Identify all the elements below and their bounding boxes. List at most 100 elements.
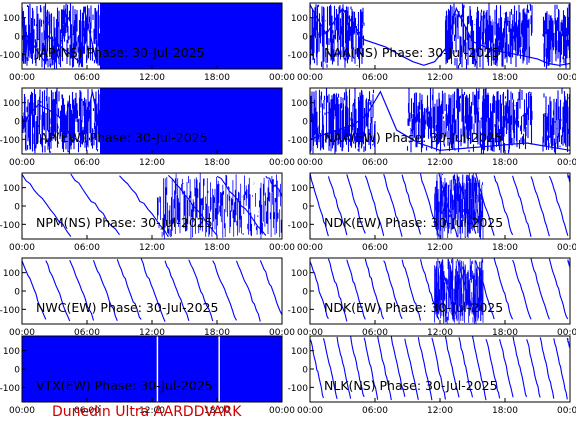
x-tick-label: 06:00 [362, 328, 388, 338]
x-tick-label: 12:00 [139, 73, 165, 83]
x-tick-label: 00:00 [297, 328, 323, 338]
y-tick-label: 0 [302, 203, 308, 213]
x-tick-label: 00:00 [557, 328, 576, 338]
x-tick-label: 06:00 [74, 328, 100, 338]
phase-curve [310, 90, 570, 151]
phase-curve [310, 4, 570, 66]
y-tick-label: 0 [14, 33, 20, 43]
x-tick-label: 00:00 [557, 158, 576, 168]
x-tick-label: 18:00 [204, 406, 230, 416]
y-tick-label: -100 [0, 51, 20, 61]
x-tick-label: 06:00 [74, 406, 100, 416]
chart-panel: 100 0 -100 00:00 06:00 12:00 18:00 00:00 NAA(NS)… [288, 2, 576, 83]
y-tick-label: 0 [14, 366, 20, 376]
y-tick-label: -100 [0, 136, 20, 146]
y-tick-label: 100 [3, 269, 20, 279]
x-tick-label: 00:00 [9, 158, 35, 168]
panel-title: NDK(EW) Phase: 30-Jul-2025 [324, 300, 503, 315]
trace-group [22, 258, 282, 322]
y-tick-label: 0 [14, 288, 20, 298]
chart-panel: 100 0 -100 00:00 06:00 12:00 18:00 00:00 NDK(EW)… [288, 257, 576, 338]
y-tick-label: -100 [0, 306, 20, 316]
x-tick-label: 12:00 [427, 158, 453, 168]
x-tick-label: 00:00 [9, 406, 35, 416]
y-tick-label: -100 [0, 221, 20, 231]
phase-trace [310, 336, 570, 401]
x-tick-label: 12:00 [139, 328, 165, 338]
y-tick-label: -100 [288, 136, 309, 146]
panel-title: NLK(NS) Phase: 30-Jul-2025 [324, 378, 498, 393]
y-tick-label: 0 [302, 288, 308, 298]
phase-trace [22, 258, 282, 322]
x-tick-label: 06:00 [362, 243, 388, 253]
chart-panel: 100 0 -100 00:00 06:00 12:00 18:00 00:00 NPM(NS)… [0, 172, 295, 253]
x-tick-label: 06:00 [362, 73, 388, 83]
x-tick-label: 00:00 [557, 406, 576, 416]
panel-title: JAP(EW) Phase: 30-Jul-2025 [35, 130, 208, 145]
x-tick-label: 06:00 [74, 73, 100, 83]
trace-group [22, 88, 282, 154]
chart-panel: 100 0 -100 00:00 06:00 12:00 18:00 00:00 VTX(EW)… [0, 335, 295, 416]
x-tick-label: 00:00 [557, 73, 576, 83]
x-tick-label: 18:00 [492, 406, 518, 416]
x-tick-label: 12:00 [139, 158, 165, 168]
chart-panel: 100 0 -100 00:00 06:00 12:00 18:00 00:00 NDK(EW)… [288, 172, 576, 253]
x-tick-label: 00:00 [269, 243, 295, 253]
x-tick-label: 18:00 [492, 73, 518, 83]
x-tick-label: 00:00 [297, 243, 323, 253]
panel-title: NAA(EW) Phase: 30-Jul-2025 [324, 130, 503, 145]
x-tick-label: 12:00 [427, 73, 453, 83]
x-tick-label: 12:00 [427, 328, 453, 338]
y-tick-label: 100 [3, 14, 20, 24]
trace-group [22, 173, 282, 239]
y-tick-label: 100 [291, 269, 308, 279]
x-tick-label: 00:00 [297, 406, 323, 416]
y-tick-label: 0 [302, 118, 308, 128]
x-tick-label: 18:00 [492, 328, 518, 338]
x-tick-label: 00:00 [9, 73, 35, 83]
phase-noise [434, 258, 484, 324]
y-tick-label: -100 [288, 221, 309, 231]
x-tick-label: 00:00 [269, 406, 295, 416]
x-tick-label: 00:00 [9, 328, 35, 338]
panel-title: JAP(NS) Phase: 30-Jul-2025 [35, 45, 205, 60]
y-tick-label: -100 [288, 306, 309, 316]
trace-group [310, 3, 570, 69]
x-tick-label: 00:00 [269, 158, 295, 168]
x-tick-label: 12:00 [427, 406, 453, 416]
phase-noise [157, 173, 282, 239]
trace-group [310, 336, 570, 401]
chart-panel: 100 0 -100 00:00 06:00 12:00 18:00 00:00 NLK(NS)… [288, 335, 576, 416]
trace-group [22, 336, 282, 402]
panel-title: NDK(EW) Phase: 30-Jul-2025 [324, 215, 503, 230]
y-tick-label: 100 [291, 14, 308, 24]
x-tick-label: 00:00 [297, 73, 323, 83]
panel-title: VTX(EW) Phase: 30-Jul-2025 [36, 378, 213, 393]
y-tick-label: -100 [0, 384, 20, 394]
x-tick-label: 18:00 [204, 158, 230, 168]
panel-title: NAA(NS) Phase: 30-Jul-2025 [324, 45, 500, 60]
x-tick-label: 00:00 [269, 328, 295, 338]
y-tick-label: 0 [14, 118, 20, 128]
chart-panel: 100 0 -100 00:00 06:00 12:00 18:00 00:00 NAA(EW)… [288, 87, 576, 168]
phase-trace [22, 88, 282, 154]
y-tick-label: 0 [302, 33, 308, 43]
phase-noise [434, 173, 484, 239]
trace-group [310, 173, 570, 239]
phase-trace [22, 3, 282, 69]
y-tick-label: 100 [291, 347, 308, 357]
phase-curve [22, 91, 282, 150]
panel-title: NWC(EW) Phase: 30-Jul-2025 [36, 300, 218, 315]
y-tick-label: 100 [291, 99, 308, 109]
footer-label: Dunedin Ultra AARDDVARK [52, 404, 242, 420]
trace-group [310, 258, 570, 324]
trace-group [310, 88, 570, 154]
x-tick-label: 18:00 [204, 243, 230, 253]
x-tick-label: 00:00 [9, 243, 35, 253]
panel-title: NPM(NS) Phase: 30-Jul-2025 [36, 215, 213, 230]
x-tick-label: 12:00 [139, 406, 165, 416]
x-tick-label: 06:00 [74, 158, 100, 168]
phase-curve [22, 6, 282, 66]
x-tick-label: 00:00 [557, 243, 576, 253]
